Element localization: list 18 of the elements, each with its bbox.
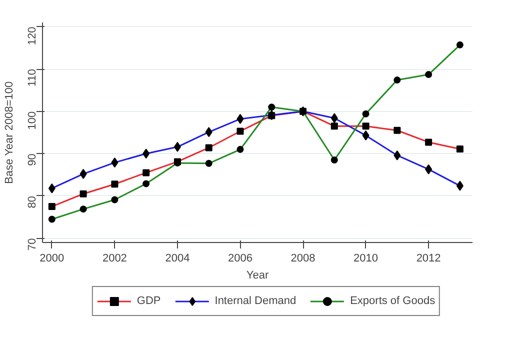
legend-label: GDP (136, 295, 161, 307)
y-tick-label: 80 (26, 196, 38, 208)
y-tick-label: 100 (26, 111, 38, 130)
x-axis-title: Year (246, 270, 269, 282)
legend-label: Internal Demand (214, 295, 296, 307)
x-tick-label: 2012 (416, 252, 441, 264)
y-tick-label: 70 (26, 238, 38, 251)
x-tick-label: 2000 (40, 252, 64, 264)
x-tick-label: 2002 (102, 252, 127, 264)
x-tick-label: 2010 (354, 252, 378, 264)
legend-label: Exports of Goods (350, 295, 436, 307)
x-tick-label: 2006 (228, 252, 252, 264)
x-tick-label: 2004 (165, 252, 190, 264)
y-axis-title: Base Year 2008=100 (4, 81, 16, 184)
y-tick-label: 110 (26, 69, 38, 87)
y-tick-label: 120 (26, 26, 38, 46)
x-tick-label: 2008 (290, 252, 316, 264)
y-tick-label: 90 (26, 154, 38, 166)
